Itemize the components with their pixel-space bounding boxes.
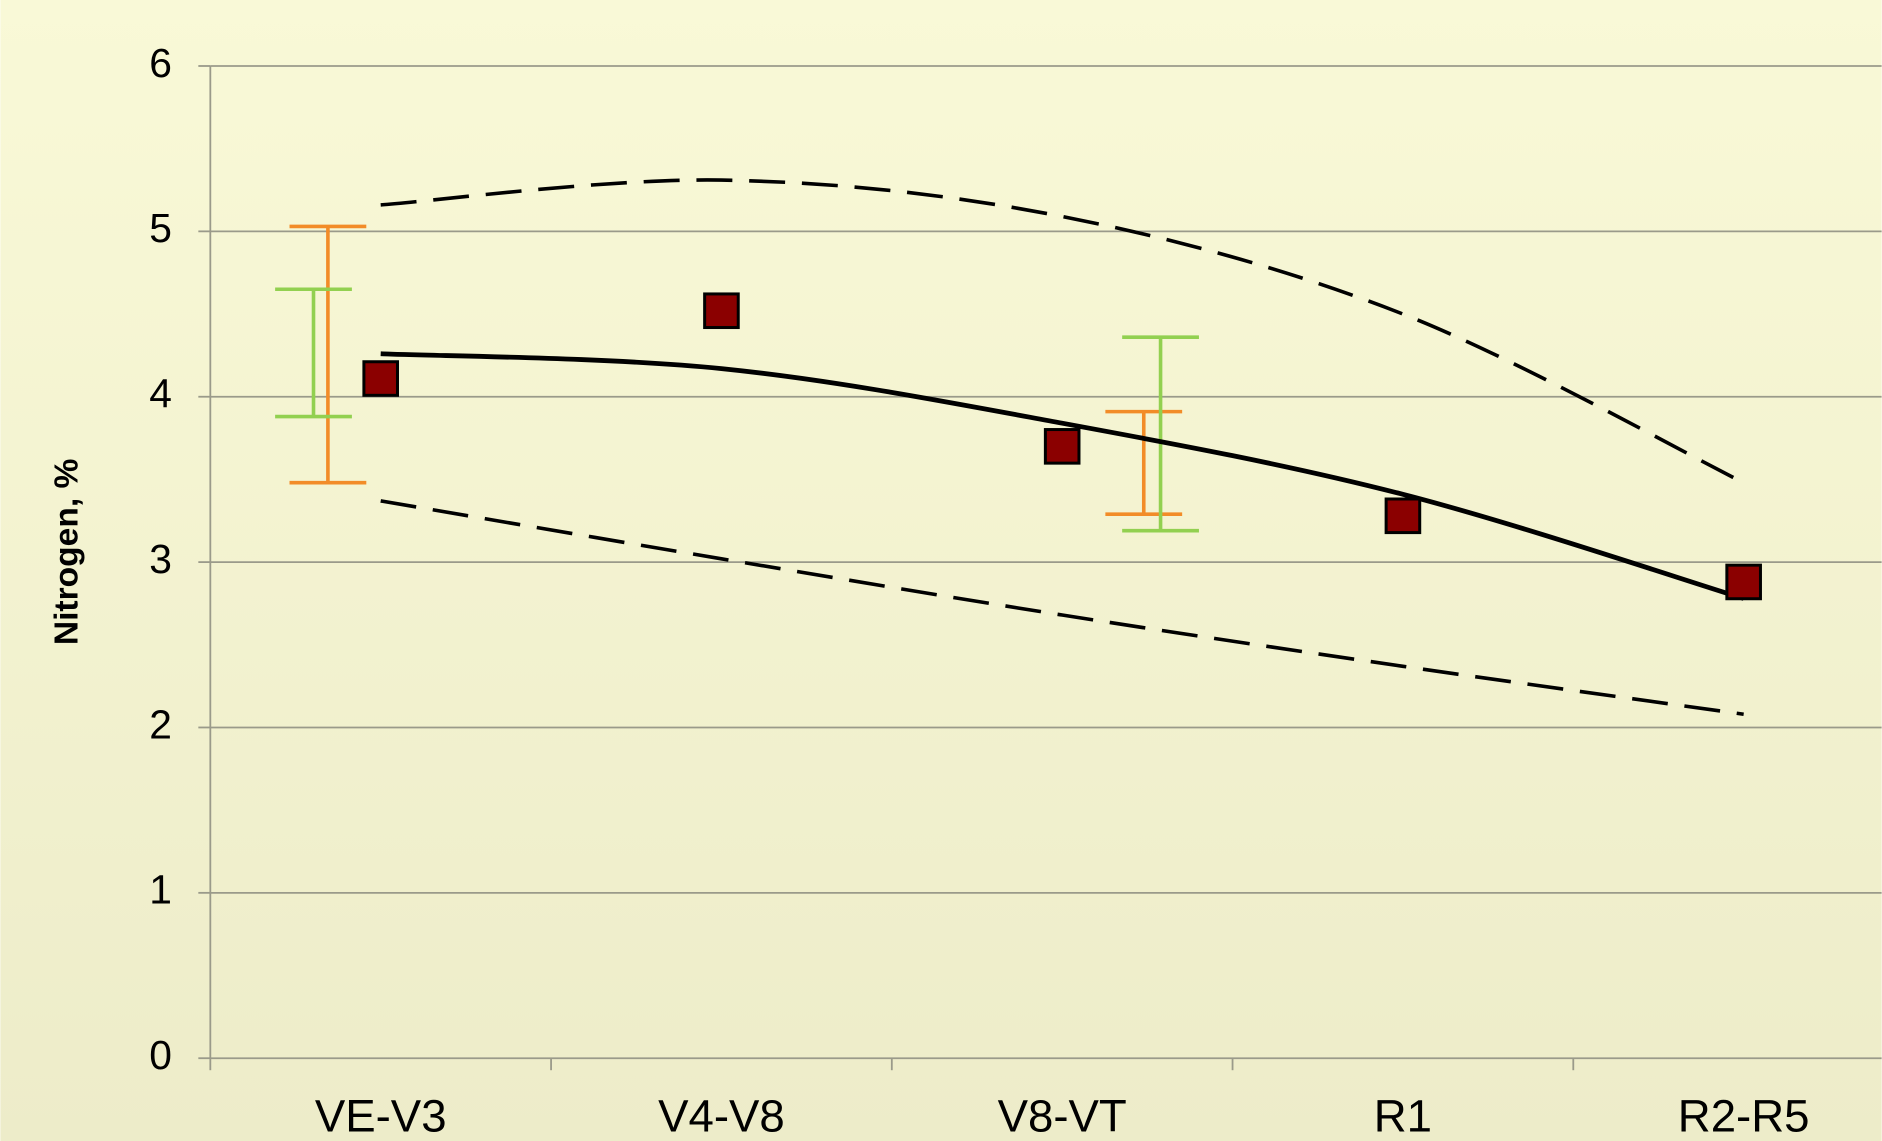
y-axis-label: Nitrogen, % [49,459,86,646]
x-tick-label: V8-VT [998,1090,1127,1141]
dashed-line [380,499,1744,717]
x-tick-label: R1 [1374,1090,1432,1141]
marker [1043,428,1081,465]
y-tick-label: 2 [149,701,172,747]
y-tick-label: 1 [149,867,172,913]
marker [703,292,740,330]
marker [1725,563,1762,601]
y-tick-label: 6 [149,40,172,86]
marker [1384,497,1422,535]
y-tick-label: 4 [149,371,172,417]
x-tick-label: V4-V8 [658,1090,785,1141]
trend-line [380,351,1745,601]
y-tick-label: 5 [149,205,172,251]
y-tick-label: 0 [149,1032,172,1078]
dashed-line [380,178,1745,485]
marker [362,360,399,397]
x-tick-label: VE-V3 [315,1090,447,1141]
x-tick-label: R2-R5 [1678,1090,1810,1141]
y-tick-label: 3 [149,536,172,582]
